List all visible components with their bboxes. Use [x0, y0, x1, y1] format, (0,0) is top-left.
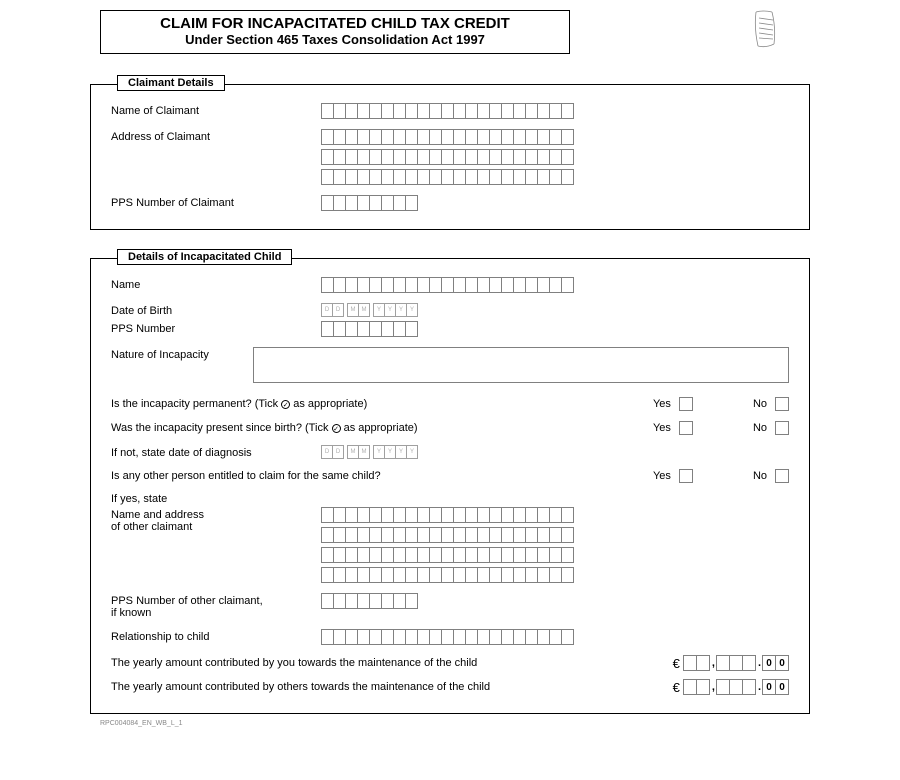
checkbox-permanent-yes[interactable] — [679, 397, 693, 411]
label-amount-others: The yearly amount contributed by others … — [111, 681, 673, 693]
label-claimant-pps: PPS Number of Claimant — [111, 195, 321, 209]
title-line1: CLAIM FOR INCAPACITATED CHILD TAX CREDIT — [111, 15, 559, 32]
footer-code: RPC004084_EN_WB_L_1 — [100, 720, 810, 727]
label-other-claimant: Name and address of other claimant — [111, 507, 321, 533]
field-amount-others[interactable]: €,.00 — [673, 679, 789, 695]
yes-label: Yes — [653, 422, 671, 434]
label-claimant-address: Address of Claimant — [111, 129, 321, 143]
yes-label: Yes — [653, 470, 671, 482]
row-permanent: Is the incapacity permanent? (Tick ✓ as … — [111, 397, 789, 411]
label-child-pps: PPS Number — [111, 321, 321, 335]
no-label: No — [753, 470, 767, 482]
checkbox-sincebirth-no[interactable] — [775, 421, 789, 435]
q-permanent: Is the incapacity permanent? (Tick ✓ as … — [111, 398, 633, 410]
label-if-yes-state: If yes, state — [111, 493, 789, 505]
field-diagnosis-date[interactable]: DDMMYYYY — [321, 445, 789, 459]
label-other-pps: PPS Number of other claimant, if known — [111, 593, 321, 619]
field-other-pps[interactable] — [321, 593, 789, 609]
label-nature: Nature of Incapacity — [111, 347, 241, 383]
field-relationship[interactable] — [321, 629, 789, 645]
title-line2: Under Section 465 Taxes Consolidation Ac… — [111, 32, 559, 47]
field-nature[interactable] — [253, 347, 789, 383]
field-child-name[interactable] — [321, 277, 789, 293]
section-claimant-details: Claimant Details Name of Claimant Addres… — [90, 84, 810, 230]
label-amount-you: The yearly amount contributed by you tow… — [111, 657, 673, 669]
label-claimant-name: Name of Claimant — [111, 103, 321, 117]
row-since-birth: Was the incapacity present since birth? … — [111, 421, 789, 435]
checkbox-sincebirth-yes[interactable] — [679, 421, 693, 435]
checkbox-other-yes[interactable] — [679, 469, 693, 483]
section2-title: Details of Incapacitated Child — [117, 249, 292, 265]
no-label: No — [753, 422, 767, 434]
tick-icon: ✓ — [281, 400, 290, 409]
label-child-name: Name — [111, 277, 321, 291]
tick-icon: ✓ — [332, 424, 341, 433]
label-child-dob: Date of Birth — [111, 303, 321, 317]
field-child-pps[interactable] — [321, 321, 789, 337]
section-child-details: Details of Incapacitated Child Name Date… — [90, 258, 810, 714]
yes-label: Yes — [653, 398, 671, 410]
section1-title: Claimant Details — [117, 75, 225, 91]
form-title-box: CLAIM FOR INCAPACITATED CHILD TAX CREDIT… — [100, 10, 570, 54]
label-relationship: Relationship to child — [111, 629, 321, 643]
field-claimant-pps[interactable] — [321, 195, 789, 211]
checkbox-other-no[interactable] — [775, 469, 789, 483]
field-claimant-name[interactable] — [321, 103, 789, 119]
q-other-person: Is any other person entitled to claim fo… — [111, 470, 633, 482]
field-claimant-address[interactable] — [321, 129, 789, 185]
label-diagnosis-date: If not, state date of diagnosis — [111, 445, 321, 459]
checkbox-permanent-no[interactable] — [775, 397, 789, 411]
q-since-birth: Was the incapacity present since birth? … — [111, 422, 633, 434]
no-label: No — [753, 398, 767, 410]
field-other-claimant[interactable] — [321, 507, 789, 583]
field-amount-you[interactable]: €,.00 — [673, 655, 789, 671]
harp-icon — [750, 8, 780, 50]
row-other-person: Is any other person entitled to claim fo… — [111, 469, 789, 483]
field-child-dob[interactable]: DDMMYYYY — [321, 303, 789, 317]
